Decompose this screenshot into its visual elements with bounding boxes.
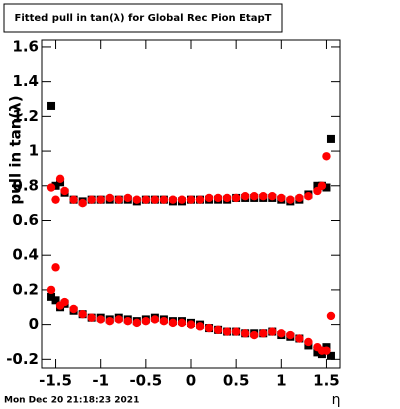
marker	[51, 263, 60, 272]
marker	[46, 285, 56, 295]
marker	[114, 195, 123, 204]
title-box	[3, 3, 283, 33]
marker	[159, 195, 169, 204]
x-tick-label: 0.5	[223, 372, 250, 390]
marker	[51, 296, 60, 305]
x-tick-label: 0	[186, 372, 196, 390]
marker	[114, 315, 123, 324]
marker	[159, 316, 169, 326]
y-tick-label: -0.2	[6, 350, 39, 368]
marker	[87, 195, 96, 204]
marker	[295, 193, 304, 203]
marker	[204, 323, 214, 333]
marker	[277, 193, 286, 203]
marker	[250, 191, 259, 201]
y-axis-label: pull in tan(λ)	[7, 95, 25, 204]
marker	[60, 297, 69, 307]
marker	[317, 181, 327, 190]
marker	[313, 348, 322, 357]
marker	[123, 316, 132, 326]
x-tick-label: -1.5	[39, 372, 72, 390]
marker	[105, 193, 114, 203]
marker	[195, 322, 205, 331]
marker	[168, 318, 178, 328]
marker	[186, 320, 196, 329]
x-tick-label: 1	[276, 372, 286, 390]
marker	[186, 195, 196, 204]
marker	[69, 304, 78, 314]
marker	[150, 315, 160, 324]
marker	[222, 193, 232, 203]
y-tick-label: 0.4	[12, 246, 39, 264]
marker	[60, 186, 69, 196]
marker	[277, 329, 286, 338]
x-tick-label: -1	[92, 372, 109, 390]
marker	[304, 337, 313, 347]
marker	[286, 195, 295, 204]
marker	[204, 193, 214, 203]
marker	[47, 101, 56, 110]
y-tick-label: 0	[29, 315, 39, 333]
y-tick-label: 1	[29, 142, 39, 160]
marker	[322, 152, 331, 161]
marker	[322, 183, 331, 192]
marker	[55, 174, 65, 184]
marker	[78, 310, 87, 319]
marker	[123, 193, 132, 203]
marker	[96, 315, 105, 324]
marker	[51, 181, 60, 190]
marker	[326, 311, 336, 321]
x-tick-label: -0.5	[129, 372, 162, 390]
marker	[105, 316, 114, 326]
marker	[259, 329, 268, 338]
marker	[132, 195, 142, 204]
marker	[250, 330, 259, 340]
x-axis-label: η	[332, 392, 341, 408]
marker	[51, 195, 60, 204]
marker	[295, 334, 304, 343]
y-tick-label: 1.4	[12, 72, 39, 90]
y-tick-label: 1.2	[12, 107, 39, 125]
marker	[313, 181, 322, 190]
marker	[268, 327, 277, 336]
marker	[304, 191, 313, 201]
marker	[46, 183, 56, 192]
marker	[213, 193, 223, 203]
marker	[322, 346, 331, 355]
marker	[222, 327, 232, 336]
marker	[177, 195, 187, 204]
chart-title: Fitted pull in tan(λ) for Global Rec Pio…	[15, 13, 272, 24]
marker	[141, 316, 151, 326]
y-tick-label: 0.6	[12, 211, 39, 229]
marker	[96, 195, 105, 204]
marker	[69, 195, 78, 204]
marker	[259, 191, 268, 201]
marker	[326, 134, 335, 143]
x-tick-label: 1.5	[313, 372, 340, 390]
y-tick-label: 0.2	[12, 280, 39, 298]
marker	[240, 329, 250, 338]
marker	[286, 330, 295, 340]
y-tick-label: 0.8	[12, 176, 39, 194]
marker	[141, 195, 151, 204]
marker	[231, 327, 241, 336]
marker	[132, 318, 142, 328]
marker	[326, 351, 335, 360]
y-tick-label: 1.6	[12, 37, 39, 55]
marker	[87, 313, 96, 322]
marker	[177, 318, 187, 328]
marker	[47, 292, 56, 301]
marker	[231, 193, 241, 203]
marker	[168, 195, 178, 204]
marker	[78, 198, 87, 208]
marker	[268, 191, 277, 201]
marker	[195, 195, 205, 204]
marker	[150, 195, 160, 204]
footer: Mon Dec 20 21:18:23 2021	[4, 396, 139, 406]
marker	[240, 191, 250, 201]
marker	[213, 325, 223, 335]
